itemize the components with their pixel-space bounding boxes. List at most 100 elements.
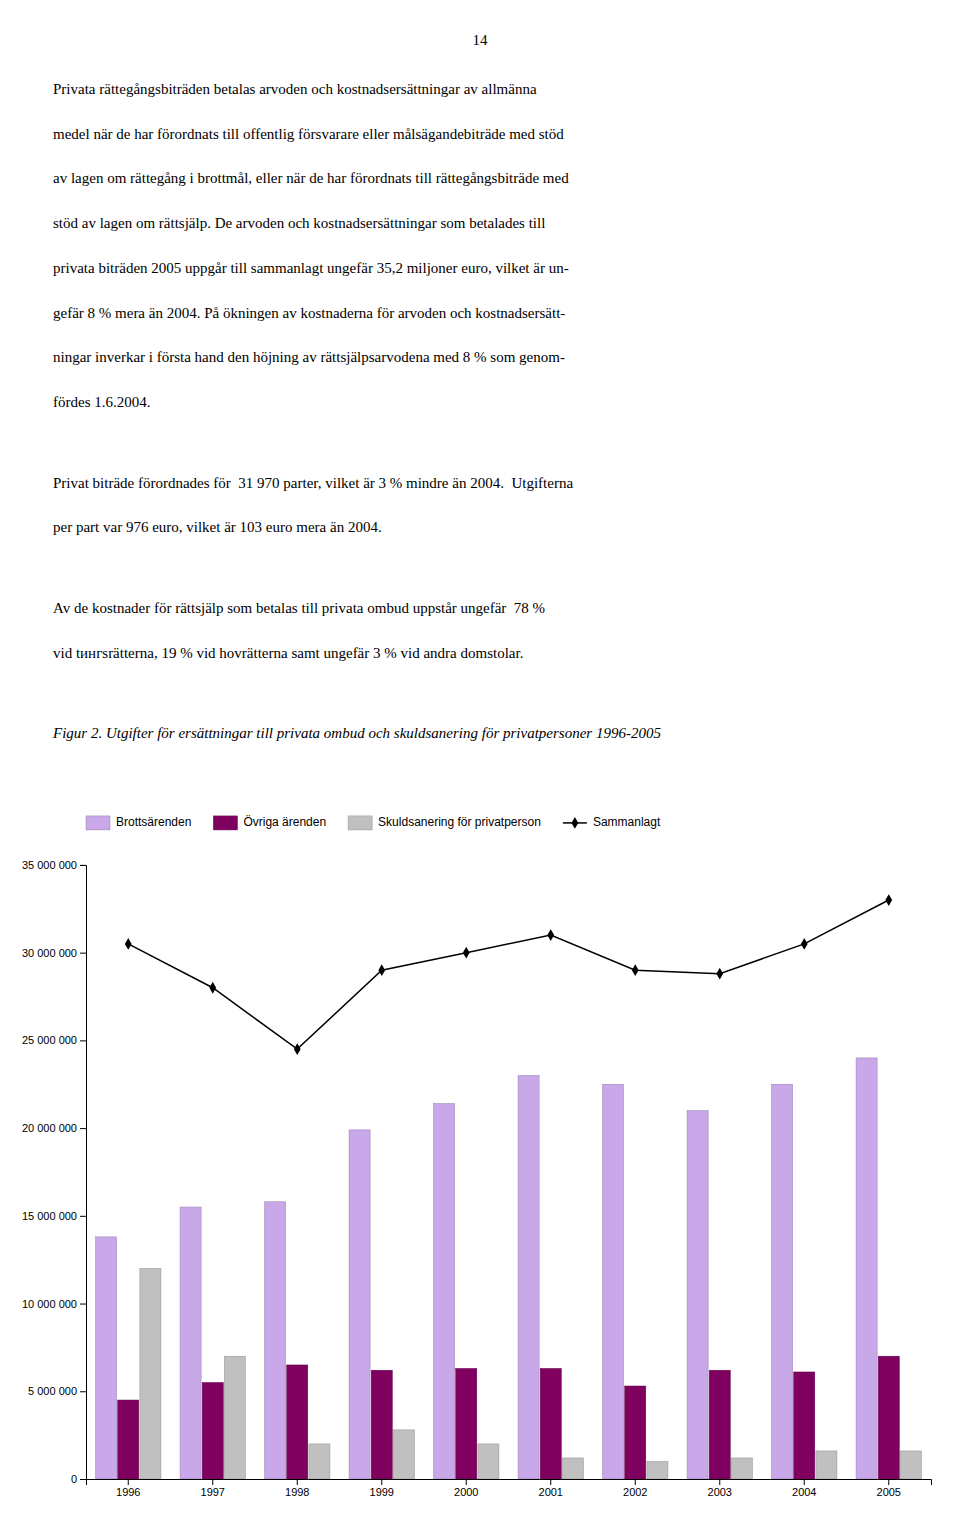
legend: Brottsärenden Övriga ärenden Skuldsanering… xyxy=(86,815,661,830)
marker xyxy=(209,982,216,994)
paragraph-line: Privata rättegångsbiträden betalas arvod… xyxy=(53,81,537,97)
bar xyxy=(434,1104,455,1479)
marker xyxy=(378,964,385,976)
y-tick-mark xyxy=(80,865,86,866)
x-tick: 1996 xyxy=(116,1479,140,1498)
bar xyxy=(478,1444,499,1479)
paragraph-line: vid tингsrätterna, 19 % vid hovrätterna … xyxy=(53,645,523,661)
y-tick: 30 000 000 xyxy=(22,947,86,959)
y-tick-label: 25 000 000 xyxy=(22,1034,77,1046)
y-tick: 25 000 000 xyxy=(22,1034,86,1046)
legend-label: Sammanlagt xyxy=(593,815,661,829)
x-tick: 2002 xyxy=(623,1479,647,1498)
y-tick-label: 15 000 000 xyxy=(22,1210,77,1222)
bar xyxy=(603,1084,624,1479)
x-tick-label: 1997 xyxy=(201,1486,225,1498)
paragraph-line: Privat biträde förordnades för 31 970 pa… xyxy=(53,475,573,491)
bar xyxy=(540,1368,561,1479)
bar xyxy=(647,1461,668,1479)
legend-item: Sammanlagt xyxy=(563,815,661,829)
axis-domain xyxy=(87,1480,932,1486)
marker xyxy=(632,964,639,976)
bar xyxy=(518,1075,539,1479)
y-tick-mark xyxy=(80,1040,86,1041)
paragraph-line: av lagen om rättegång i brottmål, eller … xyxy=(53,170,569,186)
bar xyxy=(309,1444,330,1479)
plot-area: 0 5 000 000 10 000 000 15 000 000 20 000 000… xyxy=(22,859,932,1498)
x-tick: 2001 xyxy=(539,1479,563,1498)
marker xyxy=(463,947,470,959)
bar xyxy=(625,1386,646,1479)
x-tick-label: 1999 xyxy=(370,1486,394,1498)
page-number: 14 xyxy=(473,32,489,48)
legend-item: Brottsärenden xyxy=(86,815,191,830)
bar xyxy=(794,1372,815,1479)
bar xyxy=(709,1370,730,1479)
y-tick-label: 0 xyxy=(71,1473,77,1485)
paragraph-line: medel när de har förordnats till offentl… xyxy=(53,126,564,142)
marker xyxy=(885,894,892,906)
x-tick: 1998 xyxy=(285,1479,309,1498)
x-tick-label: 2000 xyxy=(454,1486,478,1498)
marks xyxy=(96,894,922,1479)
bar xyxy=(180,1207,201,1479)
y-tick-mark xyxy=(80,1391,86,1392)
x-tick-mark xyxy=(297,1479,298,1485)
bar xyxy=(287,1365,308,1479)
legend-label: Övriga ärenden xyxy=(243,815,326,829)
x-tick: 1999 xyxy=(370,1479,394,1498)
x-tick-mark xyxy=(719,1479,720,1485)
x-tick: 1997 xyxy=(201,1479,225,1498)
bar-series xyxy=(140,1268,922,1479)
bar xyxy=(349,1130,370,1479)
x-axis: 1996199719981999200020012002200320042005 xyxy=(87,1479,932,1498)
bar xyxy=(393,1430,414,1479)
y-tick-label: 5 000 000 xyxy=(28,1385,77,1397)
marker xyxy=(125,938,132,950)
y-tick-mark xyxy=(80,1128,86,1129)
bar xyxy=(202,1383,223,1479)
y-tick: 35 000 000 xyxy=(22,859,86,871)
y-tick-mark xyxy=(80,953,86,954)
bar xyxy=(118,1400,139,1479)
y-tick-label: 35 000 000 xyxy=(22,859,77,871)
y-tick-label: 20 000 000 xyxy=(22,1122,77,1134)
y-tick-mark xyxy=(80,1304,86,1305)
y-tick: 5 000 000 xyxy=(28,1385,86,1397)
page: 14 Privata rättegångsbiträden betalas arv… xyxy=(0,0,960,1517)
x-tick-label: 2003 xyxy=(708,1486,732,1498)
bar xyxy=(371,1370,392,1479)
x-tick-mark xyxy=(635,1479,636,1485)
legend-label: Brottsärenden xyxy=(116,815,191,829)
legend-swatch xyxy=(213,816,237,830)
line-series xyxy=(125,894,892,1055)
x-tick-mark xyxy=(888,1479,889,1485)
chart-title: Figur 2. Utgifter för ersättningar till … xyxy=(52,725,661,741)
x-tick-label: 2001 xyxy=(539,1486,563,1498)
x-tick-label: 1996 xyxy=(116,1486,140,1498)
axis-domain xyxy=(80,865,87,1479)
bar xyxy=(265,1202,286,1479)
paragraph-line: ningar inverkar i första hand den höjnin… xyxy=(53,349,565,365)
y-tick: 10 000 000 xyxy=(22,1298,86,1310)
legend-swatch xyxy=(86,816,110,830)
paragraph-line: privata biträden 2005 uppgår till samman… xyxy=(53,260,569,276)
paragraph-line: stöd av lagen om rättsjälp. De arvoden o… xyxy=(53,215,545,231)
bar xyxy=(816,1451,837,1479)
y-tick-label: 30 000 000 xyxy=(22,947,77,959)
bar xyxy=(772,1084,793,1479)
x-tick-label: 2005 xyxy=(877,1486,901,1498)
x-tick-label: 2002 xyxy=(623,1486,647,1498)
y-axis: 0 5 000 000 10 000 000 15 000 000 20 000 000… xyxy=(22,859,87,1485)
marker xyxy=(801,938,808,950)
bar xyxy=(562,1458,583,1479)
x-tick: 2005 xyxy=(877,1479,901,1498)
paragraph-line: fördes 1.6.2004. xyxy=(53,394,151,410)
bar xyxy=(456,1368,477,1479)
bar-series xyxy=(96,1058,878,1479)
bar xyxy=(687,1111,708,1479)
bar xyxy=(900,1451,921,1479)
bar-series xyxy=(118,1356,900,1479)
legend-label: Skuldsanering för privatperson xyxy=(378,815,541,829)
marker xyxy=(716,968,723,980)
